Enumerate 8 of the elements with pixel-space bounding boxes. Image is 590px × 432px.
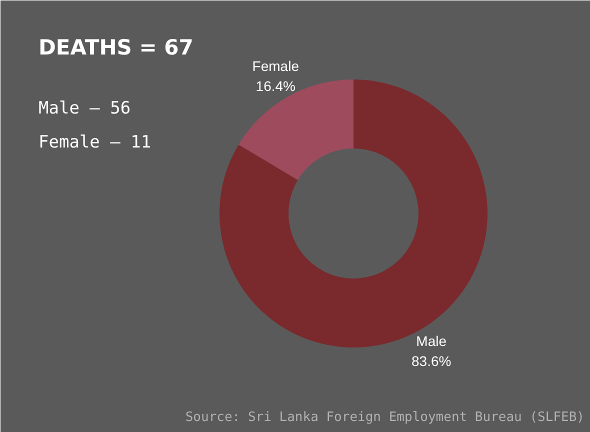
data-label: 16.4% bbox=[256, 78, 296, 94]
text: Female – 11 bbox=[38, 132, 152, 152]
text: DEATHS = 67 bbox=[38, 36, 194, 60]
slice-label: Female bbox=[252, 58, 300, 74]
source-note: Source: Sri Lanka Foreign Employment Bureau (SLFEB) bbox=[185, 410, 585, 425]
data-label: 83.6% bbox=[412, 352, 452, 369]
text: Male – 56 bbox=[38, 98, 131, 118]
slice-label: Male bbox=[416, 332, 447, 349]
